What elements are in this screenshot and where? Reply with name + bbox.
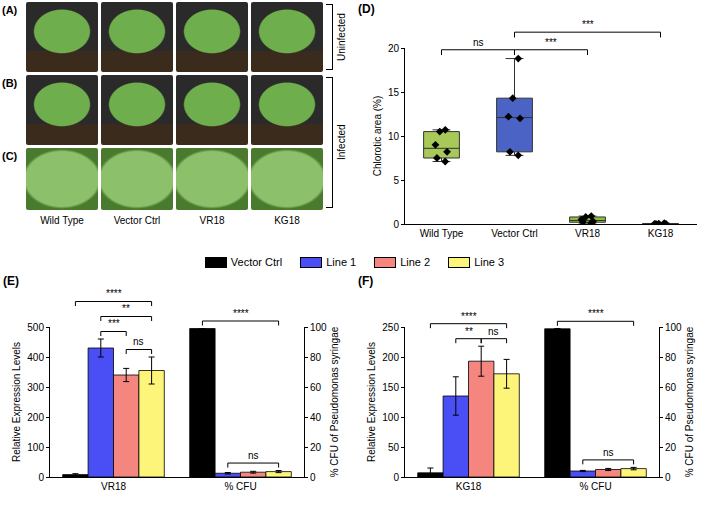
svg-text:**: ** (122, 303, 130, 314)
svg-text:200: 200 (27, 412, 44, 423)
html-text:Uninfected: Uninfected (336, 13, 347, 61)
svg-text:300: 300 (27, 382, 44, 393)
svg-text:ns: ns (603, 447, 614, 458)
svg-text:VR18: VR18 (575, 228, 600, 239)
svg-text:KG18: KG18 (456, 481, 482, 492)
svg-text:0: 0 (393, 472, 399, 483)
svg-text:0: 0 (38, 472, 44, 483)
svg-text:KG18: KG18 (648, 228, 674, 239)
svg-text:% CFU of Pseudomonas syringae: % CFU of Pseudomonas syringae (684, 326, 695, 477)
html-text:Line 2: Line 2 (400, 256, 431, 268)
svg-text:% CFU of Pseudomonas syringae: % CFU of Pseudomonas syringae (329, 326, 340, 477)
svg-text:0: 0 (665, 472, 671, 483)
svg-text:**: ** (465, 326, 473, 337)
svg-text:ns: ns (473, 37, 484, 48)
svg-text:****: **** (106, 288, 122, 299)
svg-text:100: 100 (665, 322, 682, 333)
svg-text:500: 500 (27, 322, 44, 333)
svg-text:Relative Expression Levels: Relative Expression Levels (11, 342, 22, 462)
html-text:Line 3: Line 3 (474, 256, 505, 268)
svg-text:5: 5 (393, 175, 399, 186)
svg-text:ns: ns (248, 450, 259, 461)
svg-text:0: 0 (310, 472, 316, 483)
svg-text:100: 100 (382, 412, 399, 423)
svg-text:ns: ns (488, 326, 499, 337)
svg-text:20: 20 (388, 43, 400, 54)
html-text:(C): (C) (2, 150, 18, 162)
svg-text:Chlorotic area (%): Chlorotic area (%) (372, 96, 383, 177)
svg-text:****: **** (461, 311, 477, 322)
svg-text:100: 100 (27, 442, 44, 453)
svg-text:60: 60 (665, 382, 677, 393)
html-text:KG18: KG18 (274, 215, 300, 226)
svg-text:Wild Type: Wild Type (420, 228, 464, 239)
svg-text:****: **** (233, 308, 249, 319)
svg-text:20: 20 (310, 442, 322, 453)
html-text:Wild Type: Wild Type (40, 215, 84, 226)
svg-text:Relative Expression Levels: Relative Expression Levels (366, 342, 377, 462)
svg-text:20: 20 (665, 442, 677, 453)
html-text:(F): (F) (358, 274, 374, 288)
svg-text:***: *** (545, 37, 557, 48)
svg-text:***: *** (108, 318, 120, 329)
svg-text:40: 40 (665, 412, 677, 423)
svg-text:80: 80 (310, 352, 322, 363)
svg-text:200: 200 (382, 352, 399, 363)
svg-text:Vector Ctrl: Vector Ctrl (491, 228, 538, 239)
html-text:Infected: Infected (336, 124, 347, 161)
svg-text:% CFU: % CFU (579, 481, 611, 492)
svg-text:10: 10 (388, 131, 400, 142)
svg-text:% CFU: % CFU (224, 481, 256, 492)
svg-text:0: 0 (393, 219, 399, 230)
svg-text:****: **** (588, 308, 604, 319)
html-text:(E): (E) (3, 274, 19, 288)
svg-text:ns: ns (133, 336, 144, 347)
html-text:Vector Ctrl: Vector Ctrl (230, 256, 283, 268)
svg-text:15: 15 (388, 87, 400, 98)
svg-text:100: 100 (310, 322, 327, 333)
svg-text:***: *** (582, 19, 594, 30)
svg-text:80: 80 (665, 352, 677, 363)
svg-text:50: 50 (388, 442, 400, 453)
svg-text:VR18: VR18 (101, 481, 126, 492)
svg-text:60: 60 (310, 382, 322, 393)
svg-text:150: 150 (382, 382, 399, 393)
html-text:VR18: VR18 (199, 215, 225, 226)
html-text:(D): (D) (358, 2, 375, 16)
html-text:(A): (A) (2, 4, 18, 16)
html-text:Vector Ctrl: Vector Ctrl (113, 215, 161, 226)
svg-text:250: 250 (382, 322, 399, 333)
html-text:Line 1: Line 1 (326, 256, 357, 268)
html-text:(B): (B) (2, 77, 18, 89)
svg-text:40: 40 (310, 412, 322, 423)
svg-text:400: 400 (27, 352, 44, 363)
